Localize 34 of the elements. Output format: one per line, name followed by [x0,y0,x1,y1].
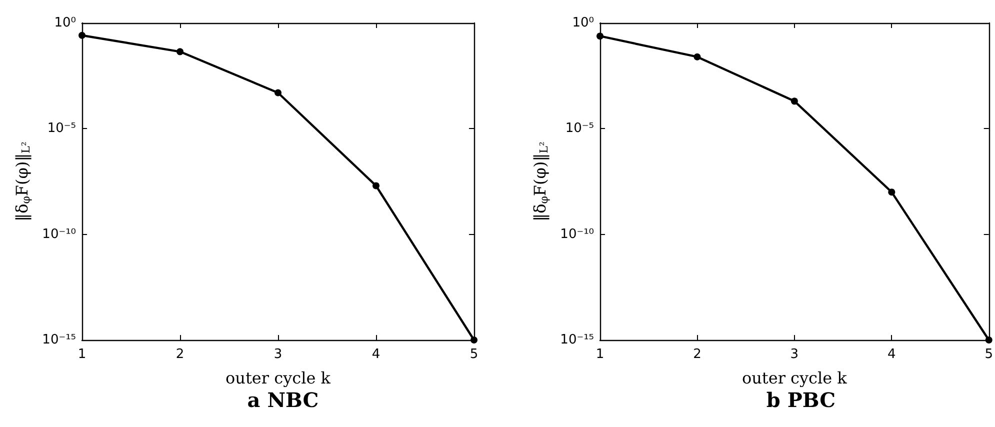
x-axis-title: outer cycle k [741,368,847,388]
x-tick-label: 4 [887,347,896,362]
x-tick-label: 5 [984,347,993,362]
x-tick-label: 3 [274,347,282,362]
x-tick-label: 2 [692,347,701,362]
point [693,53,700,60]
y-tick-label: 10⁰ [572,16,594,30]
point [790,98,798,105]
y-tick-label: 10⁻¹⁵ [42,332,76,348]
x-axis-title: outer cycle k [226,368,331,388]
y-axis-title: ‖δφF(φ)‖L² [12,142,32,222]
y-tick-label: 10⁻¹⁰ [42,226,76,242]
y-tick-label: 10⁻⁵ [564,121,594,136]
point [470,336,478,344]
point [372,182,380,190]
point [176,48,184,56]
y-tick-label: 10⁻⁵ [47,121,76,136]
y-tick-label: 10⁻¹⁰ [560,226,594,242]
x-tick-label: 3 [790,347,798,362]
text: b PBC [766,388,836,412]
point [888,188,895,196]
y-tick-label: 10⁻¹⁵ [560,332,594,348]
text: a NBC [247,388,319,412]
x-tick-label: 5 [470,347,478,362]
point [274,89,282,96]
x-tick-label: 1 [78,347,86,362]
y-axis-title: ‖δφF(φ)‖L² [530,142,550,222]
point [596,32,603,40]
point [984,336,992,344]
x-tick-label: 4 [372,347,380,362]
x-tick-label: 2 [176,347,184,362]
x-tick-label: 1 [595,347,604,362]
point [78,32,86,39]
y-tick-label: 10⁰ [54,16,76,30]
